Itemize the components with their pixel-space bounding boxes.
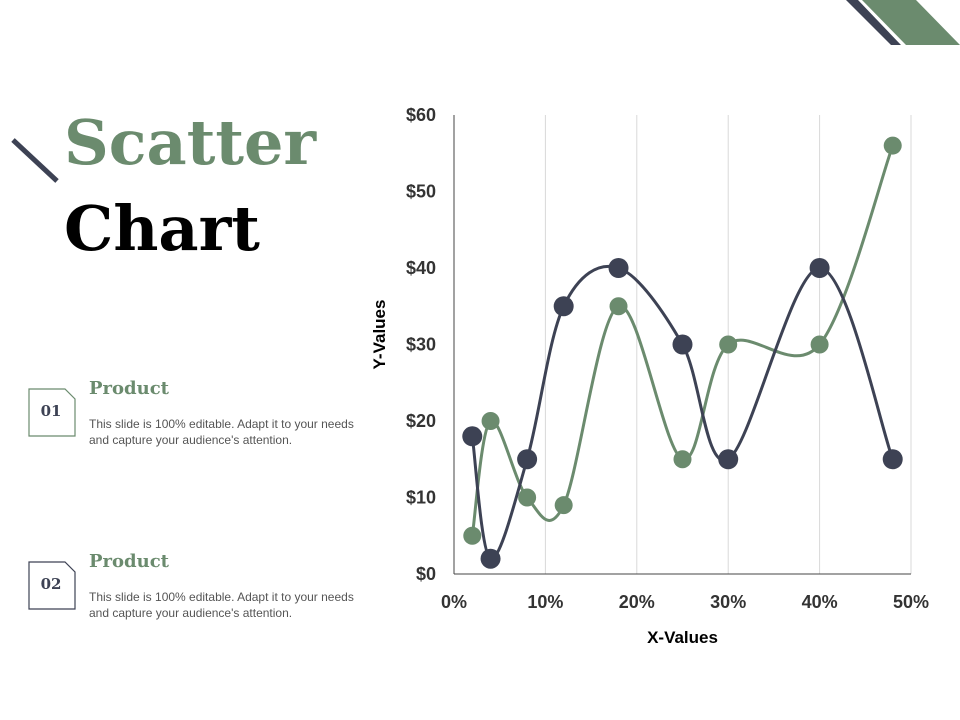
number-badge [28, 388, 76, 437]
data-point [518, 488, 537, 507]
title-slash-decoration [11, 138, 59, 183]
data-point [672, 334, 693, 355]
axis-layer [453, 115, 911, 575]
label-layer: $0 $10 $20 $30 $40 $50 $60 0% 10% 20% 30% 40% 50% X-V… [370, 105, 929, 647]
data-point [480, 548, 501, 569]
title-line-1: Scatter [64, 106, 317, 179]
series-layer [462, 136, 903, 569]
item-description: This slide is 100% editable. Adapt it to… [89, 417, 354, 447]
x-tick-label: 30% [710, 592, 746, 612]
corner-stripe-dark [846, 0, 901, 45]
corner-stripe-green [862, 0, 960, 45]
data-point [673, 450, 692, 469]
data-point [463, 526, 482, 545]
data-point [462, 426, 483, 447]
y-tick-label: $0 [416, 564, 436, 584]
item-number: 02 [40, 575, 62, 593]
item-title: Product [89, 378, 169, 399]
x-tick-label: 20% [619, 592, 655, 612]
data-point [608, 258, 629, 278]
y-tick-label: $50 [406, 182, 436, 202]
title-line-2: Chart [64, 192, 260, 265]
y-axis-title: Y-Values [370, 300, 389, 370]
item-number: 01 [40, 402, 62, 420]
slash-line [11, 138, 59, 183]
data-point [882, 449, 903, 470]
y-tick-label: $60 [406, 105, 436, 125]
data-point [553, 296, 574, 317]
number-badge [28, 561, 76, 610]
data-point [609, 297, 628, 316]
x-tick-label: 40% [802, 592, 838, 612]
data-point [719, 335, 738, 354]
item-title: Product [89, 551, 169, 572]
data-point [554, 496, 573, 515]
item-description: This slide is 100% editable. Adapt it to… [89, 590, 354, 620]
series-line [470, 265, 895, 561]
corner-decoration [846, 0, 960, 45]
x-axis-title: X-Values [647, 628, 718, 647]
y-tick-label: $10 [406, 488, 436, 508]
data-point [809, 258, 830, 278]
x-tick-label: 0% [441, 592, 467, 612]
x-tick-label: 10% [527, 592, 563, 612]
data-point [481, 412, 500, 430]
data-point [517, 449, 538, 470]
x-tick-label: 50% [893, 592, 929, 612]
data-point [810, 335, 829, 354]
y-tick-label: $40 [406, 258, 436, 278]
series-line [470, 145, 895, 536]
scatter-chart: $0 $10 $20 $30 $40 $50 $60 0% 10% 20% 30% 40% 50% X-V… [370, 105, 929, 647]
data-point [718, 449, 739, 470]
y-tick-label: $30 [406, 335, 436, 355]
product-item-2: 02 Product This slide is 100% editable. … [28, 551, 368, 621]
y-tick-label: $20 [406, 411, 436, 431]
data-point [883, 136, 902, 155]
product-item-1: 01 Product This slide is 100% editable. … [28, 378, 368, 448]
